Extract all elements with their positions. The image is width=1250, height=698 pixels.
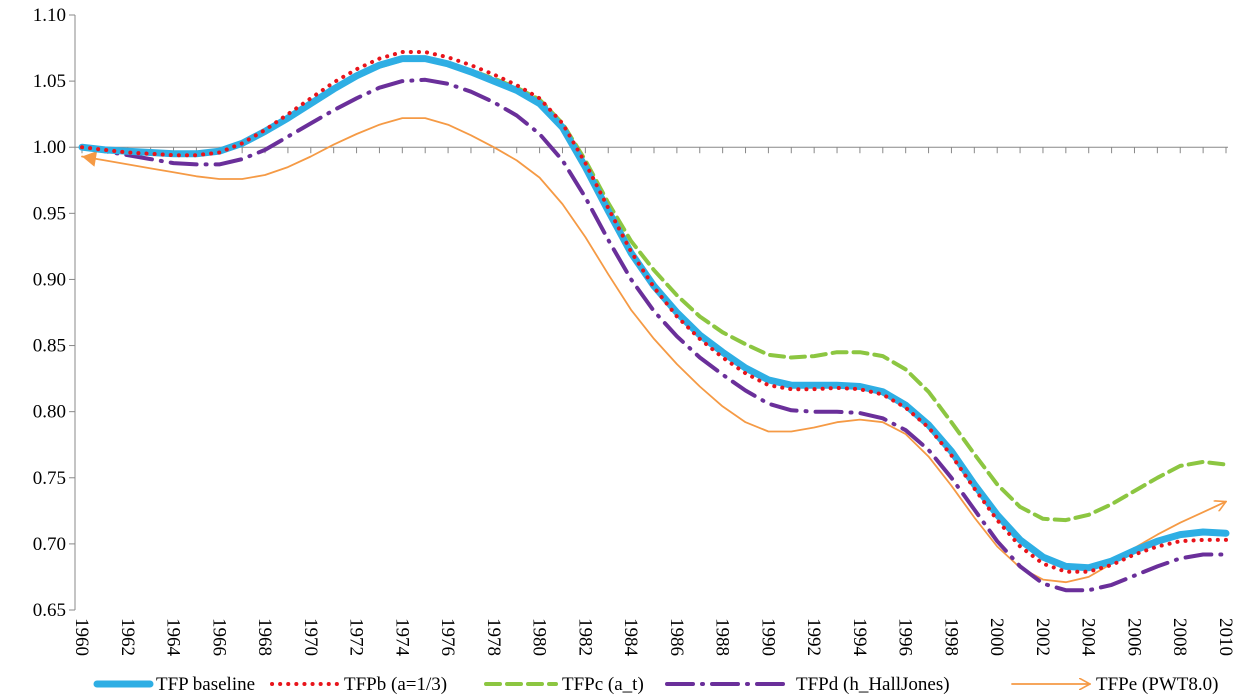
x-tick-label: 1998 — [940, 618, 961, 656]
x-tick-label: 1970 — [300, 618, 321, 656]
x-tick-label: 1960 — [71, 618, 92, 656]
x-tick-label: 1964 — [163, 618, 184, 657]
legend-label: TFPd (h_HallJones) — [796, 674, 950, 695]
x-tick-label: 1986 — [666, 618, 687, 656]
x-tick-label: 2004 — [1078, 618, 1099, 657]
x-tick-label: 1980 — [529, 618, 550, 656]
legend-item: TFP baseline — [93, 674, 255, 695]
y-tick-label: 0.75 — [33, 468, 66, 489]
legend-label: TFPb (a=1/3) — [344, 674, 447, 695]
legend-item: TFPc (a_t) — [484, 674, 644, 695]
legend-label: TFPc (a_t) — [562, 674, 644, 695]
x-tick-label: 1978 — [483, 618, 504, 656]
y-tick-label: 1.00 — [33, 137, 66, 158]
x-tick-label: 1988 — [712, 618, 733, 656]
x-tick-label: 1976 — [437, 618, 458, 656]
legend-item: TFPe (PWT8.0) — [1011, 674, 1218, 695]
series-line — [80, 50, 1228, 574]
x-tick-label: 2000 — [986, 618, 1007, 656]
x-tick-label: 1982 — [574, 618, 595, 656]
y-tick-label: 1.10 — [33, 5, 66, 26]
y-tick-label: 0.65 — [33, 600, 66, 621]
series-line — [80, 77, 1228, 593]
x-tick-label: 1966 — [208, 618, 229, 656]
y-tick-label: 1.05 — [33, 71, 66, 92]
x-tick-label: 2010 — [1215, 618, 1236, 656]
x-tick-label: 1994 — [849, 618, 870, 657]
y-tick-label: 0.90 — [33, 269, 66, 290]
x-tick-label: 1968 — [254, 618, 275, 656]
x-tick-label: 1984 — [620, 618, 641, 657]
legend-item: TFPb (a=1/3) — [270, 674, 447, 695]
y-tick-label: 0.95 — [33, 203, 66, 224]
x-tick-label: 1990 — [757, 618, 778, 656]
y-tick-label: 0.85 — [33, 336, 66, 357]
series-line — [81, 117, 1226, 584]
series-line — [78, 55, 1230, 572]
legend-item: TFPd (h_HallJones) — [665, 674, 950, 695]
x-tick-label: 1962 — [117, 618, 138, 656]
legend-label: TFPe (PWT8.0) — [1096, 674, 1218, 695]
legend-label: TFP baseline — [156, 674, 255, 695]
x-tick-label: 2006 — [1123, 618, 1144, 656]
y-tick-label: 0.80 — [33, 402, 66, 423]
x-tick-label: 1974 — [391, 618, 412, 657]
x-tick-label: 1972 — [346, 618, 367, 656]
x-tick-label: 2002 — [1032, 618, 1053, 656]
x-tick-label: 2008 — [1169, 618, 1190, 656]
x-tick-label: 1992 — [803, 618, 824, 656]
y-tick-label: 0.70 — [33, 534, 66, 555]
x-tick-label: 1996 — [895, 618, 916, 656]
